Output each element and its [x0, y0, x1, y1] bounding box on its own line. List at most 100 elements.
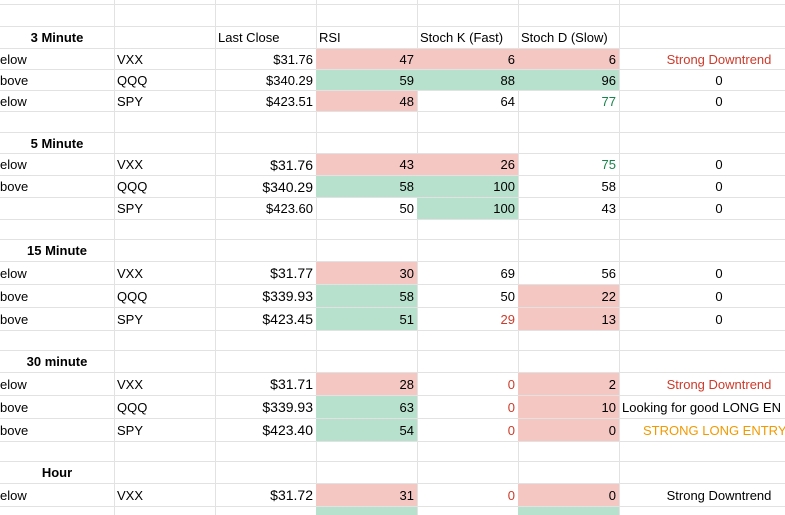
stoch-k-cell[interactable]: 0 [507, 487, 515, 503]
stoch-k-cell[interactable]: 64 [500, 93, 515, 109]
rsi-cell[interactable]: 54 [316, 419, 417, 441]
rsi-cell[interactable]: 28 [316, 373, 417, 395]
rsi-cell[interactable]: 51 [316, 308, 417, 330]
stoch-d-cell[interactable]: 10 [518, 396, 619, 418]
ticker-cell[interactable]: VXX [117, 487, 144, 503]
status-cell[interactable]: bove [0, 179, 29, 194]
stoch-d-cell[interactable]: 75 [601, 157, 616, 172]
ticker-cell[interactable]: QQQ [117, 399, 148, 415]
stoch-k-cell[interactable]: 69 [500, 265, 515, 281]
stoch-d-cell[interactable]: 13 [518, 308, 619, 330]
stoch-d-cell[interactable]: 96 [518, 70, 619, 90]
stoch-d-cell[interactable]: 22 [518, 285, 619, 307]
signal-cell[interactable]: Looking for good LONG EN [622, 399, 781, 415]
rsi-cell[interactable]: 30 [316, 262, 417, 284]
stoch-k-cell[interactable]: 50 [500, 288, 515, 304]
last-close-cell[interactable]: $31.72 [270, 487, 313, 503]
rsi-cell[interactable]: 47 [316, 49, 417, 69]
signal-cell[interactable]: 0 [715, 157, 723, 172]
header-stoch-k[interactable]: Stoch K (Fast) [420, 30, 504, 45]
last-close-cell[interactable]: $31.76 [270, 156, 313, 173]
last-close-cell[interactable]: $340.29 [262, 178, 313, 195]
stoch-d-cell[interactable]: 6 [518, 49, 619, 69]
ticker-cell[interactable]: QQQ [117, 179, 148, 194]
stoch-d-cell[interactable]: 0 [518, 419, 619, 441]
ticker-cell[interactable]: SPY [117, 201, 144, 216]
last-close-cell[interactable]: $423.40 [262, 422, 313, 438]
stoch-d-cell[interactable]: 2 [518, 373, 619, 395]
signal-cell[interactable]: 0 [715, 93, 723, 109]
section-title-15-minute[interactable]: 15 Minute [27, 243, 87, 258]
section-title-5-minute[interactable]: 5 Minute [30, 135, 84, 151]
last-close-cell[interactable]: $31.76 [273, 51, 313, 67]
ticker-cell[interactable]: SPY [117, 422, 144, 438]
last-close-cell[interactable]: $340.29 [266, 72, 313, 88]
rsi-cell[interactable]: 63 [316, 396, 417, 418]
signal-cell[interactable]: 0 [715, 288, 723, 304]
ticker-cell[interactable]: QQQ [117, 72, 148, 88]
stoch-d-cell[interactable]: 43 [601, 201, 616, 216]
status-cell[interactable]: elow [0, 51, 27, 67]
ticker-cell[interactable]: VXX [117, 157, 144, 172]
section-title-hour[interactable]: Hour [41, 465, 73, 480]
stoch-k-cell[interactable]: 26 [417, 154, 518, 175]
rsi-cell[interactable] [316, 507, 417, 515]
status-cell[interactable]: bove [0, 311, 29, 327]
signal-cell[interactable]: 0 [715, 72, 723, 88]
signal-cell[interactable]: 0 [715, 201, 723, 216]
stoch-d-cell[interactable]: 77 [601, 93, 616, 109]
stoch-k-cell[interactable]: 88 [417, 70, 518, 90]
stoch-k-cell[interactable]: 100 [417, 198, 518, 219]
stoch-k-cell[interactable]: 29 [500, 311, 515, 327]
rsi-cell[interactable]: 59 [316, 70, 417, 90]
ticker-cell[interactable]: QQQ [117, 288, 148, 304]
ticker-cell[interactable]: VXX [117, 51, 144, 67]
status-cell[interactable]: bove [0, 72, 29, 88]
rsi-cell[interactable]: 48 [316, 91, 417, 111]
status-cell[interactable]: elow [0, 487, 27, 503]
status-cell[interactable]: elow [0, 157, 27, 172]
stoch-k-cell[interactable]: 0 [507, 376, 515, 392]
stoch-k-cell[interactable]: 100 [417, 176, 518, 197]
ticker-cell[interactable]: SPY [117, 93, 144, 109]
stoch-k-cell[interactable]: 6 [417, 49, 518, 69]
header-rsi[interactable]: RSI [319, 30, 341, 45]
status-cell[interactable]: elow [0, 265, 27, 281]
signal-cell[interactable]: 0 [715, 265, 723, 281]
last-close-cell[interactable]: $339.93 [262, 399, 313, 415]
rsi-cell[interactable]: 58 [316, 285, 417, 307]
ticker-cell[interactable]: VXX [117, 265, 144, 281]
status-cell[interactable]: elow [0, 376, 27, 392]
last-close-cell[interactable]: $31.77 [270, 265, 313, 281]
status-cell[interactable]: bove [0, 422, 29, 438]
stoch-k-cell[interactable]: 0 [507, 422, 515, 438]
rsi-cell[interactable]: 43 [316, 154, 417, 175]
stoch-d-cell[interactable] [518, 507, 619, 515]
ticker-cell[interactable]: VXX [117, 376, 144, 392]
stoch-d-cell[interactable]: 0 [518, 484, 619, 506]
ticker-cell[interactable]: SPY [117, 311, 144, 327]
stoch-d-cell[interactable]: 58 [601, 179, 616, 194]
status-cell[interactable] [0, 198, 114, 219]
section-title-3-minute[interactable]: 3 Minute [30, 30, 84, 45]
signal-cell[interactable]: Strong Downtrend [666, 376, 772, 392]
rsi-cell[interactable]: 31 [316, 484, 417, 506]
signal-cell[interactable]: 0 [715, 311, 723, 327]
signal-cell[interactable]: 0 [715, 179, 723, 194]
signal-cell[interactable]: Strong Downtrend [666, 51, 772, 67]
signal-cell[interactable]: Strong Downtrend [666, 487, 772, 503]
status-cell[interactable]: bove [0, 399, 29, 415]
status-cell[interactable]: elow [0, 93, 27, 109]
header-stoch-d[interactable]: Stoch D (Slow) [521, 30, 608, 45]
last-close-cell[interactable]: $339.93 [262, 288, 313, 304]
signal-cell[interactable]: STRONG LONG ENTRY [643, 422, 785, 438]
stoch-d-cell[interactable]: 56 [601, 265, 616, 281]
rsi-cell[interactable]: 58 [316, 176, 417, 197]
header-last-close[interactable]: Last Close [218, 30, 280, 45]
stoch-k-cell[interactable]: 0 [507, 399, 515, 415]
rsi-cell[interactable]: 50 [399, 201, 414, 216]
last-close-cell[interactable]: $423.60 [266, 201, 313, 216]
last-close-cell[interactable]: $423.45 [262, 311, 313, 327]
status-cell[interactable]: bove [0, 288, 29, 304]
